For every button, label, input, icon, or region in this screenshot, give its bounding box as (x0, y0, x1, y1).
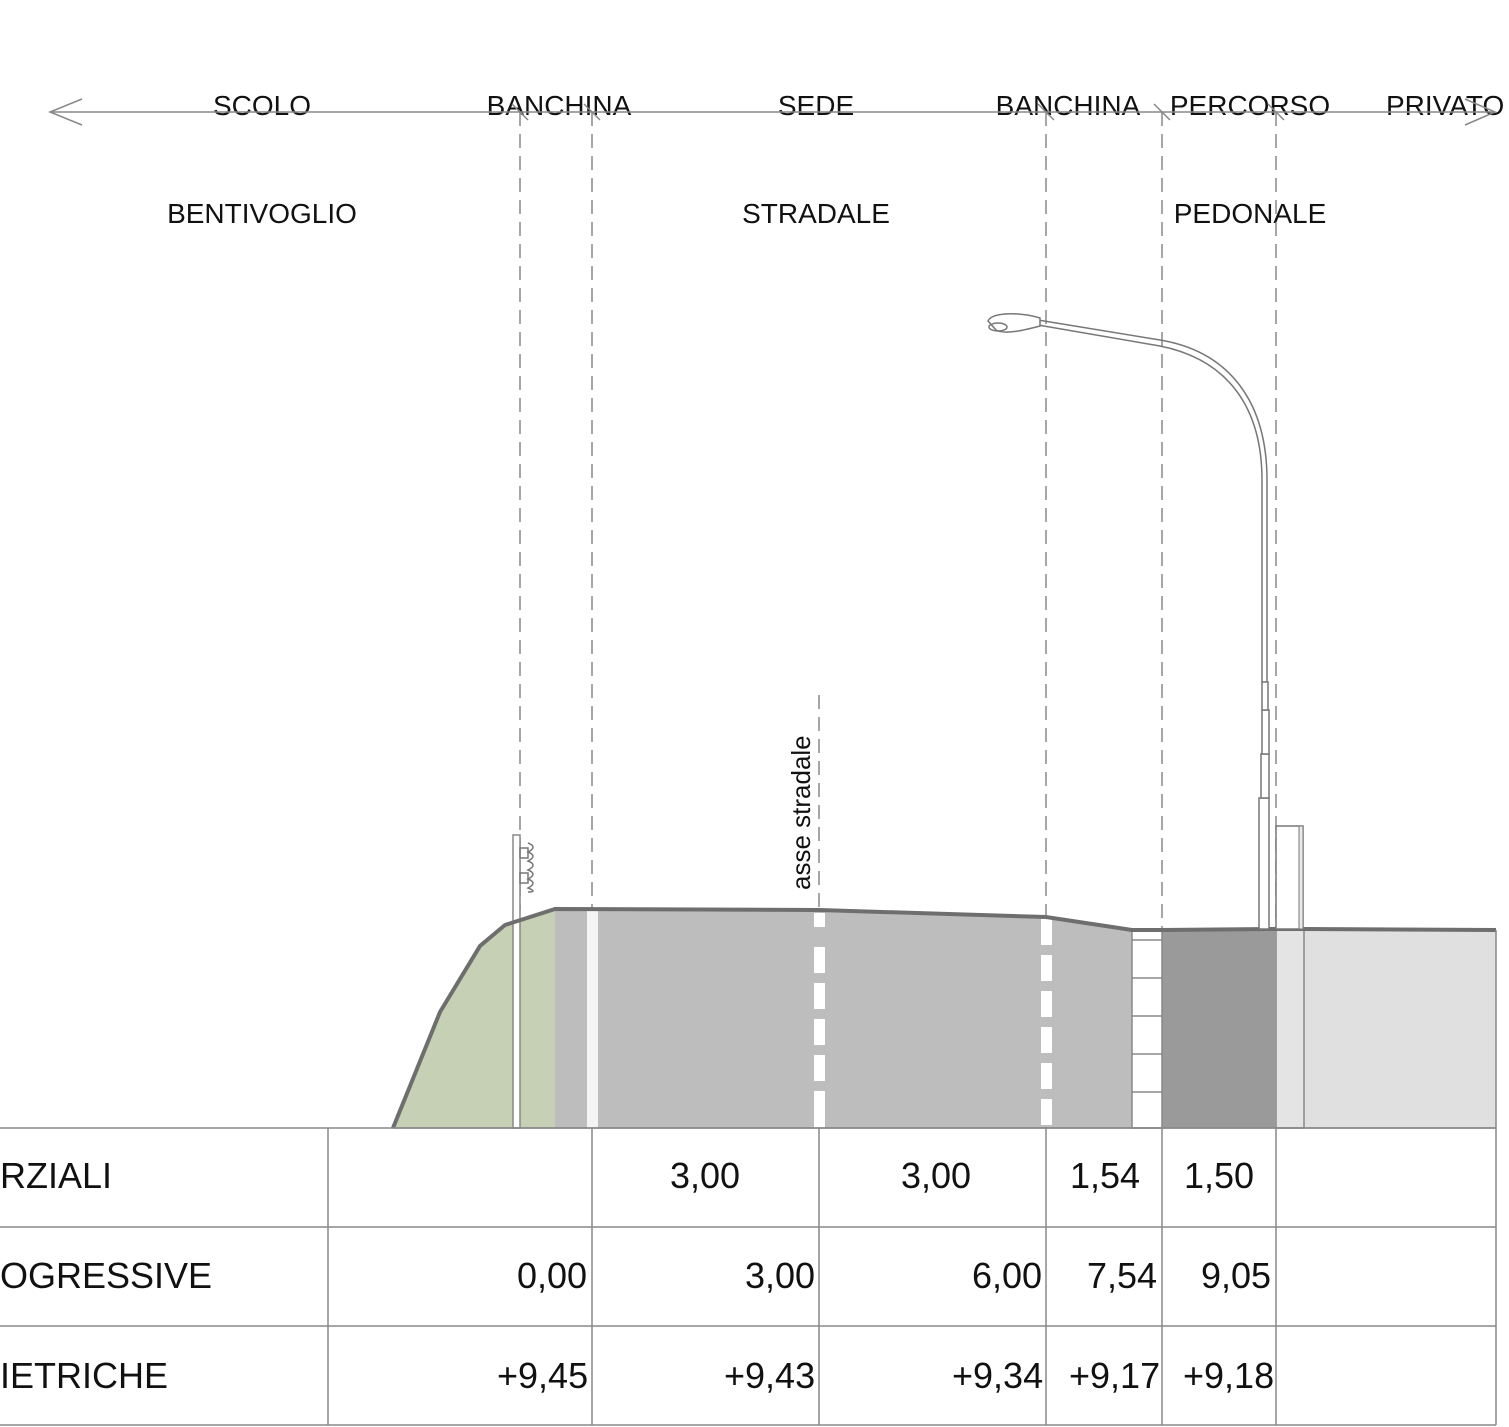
zone-label-banchina-left: BANCHINA (459, 16, 659, 196)
zone-label-percorso-pedonale: PERCORSO PEDONALE (1155, 16, 1345, 304)
zone-label-line: PEDONALE (1173, 198, 1327, 229)
sidewalk-fill (1162, 930, 1276, 1128)
table-cell: 1,54 (1070, 1155, 1141, 1196)
zone-boundary-lines (519, 112, 1277, 930)
table-cell: +9,17 (1069, 1355, 1161, 1396)
zone-label-sede-stradale: SEDE STRADALE (716, 16, 916, 304)
table-cell: 3,00 (670, 1155, 741, 1196)
zone-label-banchina-right: BANCHINA (978, 16, 1158, 196)
zone-label-line: SCOLO (212, 90, 312, 121)
table-cell: +9,45 (497, 1355, 589, 1396)
curb-strip-fill (1275, 928, 1305, 1129)
zone-label-line: PERCORSO (1169, 90, 1331, 121)
table-cell: 3,00 (745, 1255, 816, 1296)
table-row-label: IETRICHE (0, 1355, 169, 1396)
street-lamp (987, 313, 1270, 930)
zone-label-line: BENTIVOGLIO (167, 198, 357, 229)
table-cell: 0,00 (517, 1255, 588, 1296)
sign-post-pole (1298, 825, 1304, 930)
table-cell: 7,54 (1087, 1255, 1158, 1296)
table-row-label: OGRESSIVE (0, 1255, 213, 1296)
table-cell: 1,50 (1184, 1155, 1255, 1196)
edge-line-right-dashes (1041, 919, 1052, 1125)
data-table-grid (0, 1127, 1497, 1426)
edge-line-left (587, 911, 598, 1128)
table-cell: 6,00 (972, 1255, 1043, 1296)
guardrail-rail (519, 842, 534, 893)
zone-label-line: SEDE (777, 90, 855, 121)
center-line-dashes (814, 913, 825, 1128)
axis-label: asse stradale (786, 735, 816, 890)
table-cell: +9,43 (724, 1355, 816, 1396)
zone-label-line: BANCHINA (486, 90, 632, 121)
table-row-label: RZIALI (0, 1155, 113, 1196)
table-cell: +9,18 (1183, 1355, 1275, 1396)
table-cell: 9,05 (1201, 1255, 1272, 1296)
zone-label-scolo: SCOLO BENTIVOGLIO (142, 16, 382, 304)
zone-label-line: STRADALE (742, 198, 890, 229)
embankment-fill (393, 909, 555, 1128)
dimension-line (48, 98, 1497, 126)
table-cell: +9,34 (952, 1355, 1044, 1396)
road-fill (555, 909, 1132, 1128)
kerb-block (1131, 930, 1163, 1129)
private-area-fill (1304, 929, 1496, 1128)
guardrail-post (512, 834, 521, 1129)
table-cell: 3,00 (901, 1155, 972, 1196)
zone-label-line: BANCHINA (995, 90, 1141, 121)
kerb-block-joints (1132, 939, 1162, 1093)
